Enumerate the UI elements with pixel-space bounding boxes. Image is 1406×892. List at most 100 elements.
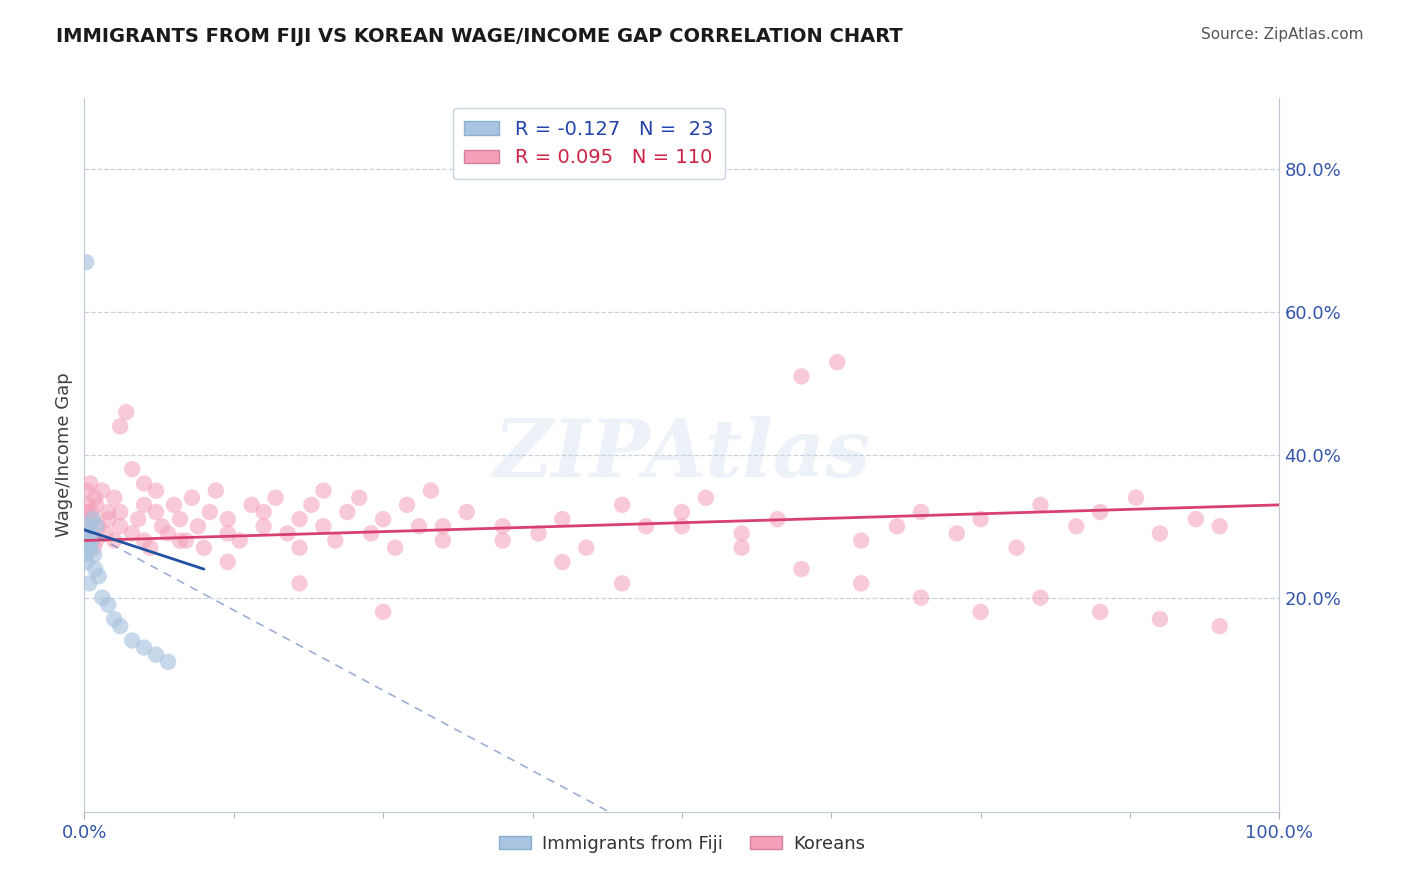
Point [76,533,98,548]
Point [492,519,515,533]
Point [731,541,754,555]
Point [97,598,120,612]
Point [187,519,209,533]
Point [169,512,191,526]
Point [336,505,359,519]
Point [132,533,156,548]
Point [91,483,114,498]
Point [288,541,311,555]
Point [132,476,156,491]
Point [217,526,239,541]
Point [77,526,100,541]
Point [86,498,108,512]
Point [132,640,156,655]
Point [731,526,754,541]
Point [312,519,335,533]
Point [157,526,180,541]
Point [1149,612,1171,626]
Point [121,633,143,648]
Point [121,462,143,476]
Point [80,533,103,548]
Point [84,562,107,576]
Point [253,519,276,533]
Point [612,576,634,591]
Point [82,512,104,526]
Point [150,519,173,533]
Point [193,541,215,555]
Point [217,512,239,526]
Point [492,533,515,548]
Point [396,498,419,512]
Point [766,512,789,526]
Point [1066,519,1088,533]
Text: ZIPAtlas: ZIPAtlas [494,417,870,493]
Point [198,505,221,519]
Point [360,526,382,541]
Point [84,491,107,505]
Point [551,512,574,526]
Point [110,505,132,519]
Point [132,498,156,512]
Point [77,533,100,548]
Point [373,512,395,526]
Point [86,533,108,548]
Point [264,491,287,505]
Point [87,569,110,583]
Point [91,591,114,605]
Point [1209,519,1232,533]
Point [970,512,993,526]
Point [408,519,430,533]
Point [103,612,125,626]
Point [127,512,149,526]
Point [910,591,932,605]
Point [527,526,550,541]
Point [456,505,478,519]
Point [851,576,873,591]
Point [77,519,100,533]
Point [80,505,103,519]
Point [349,491,371,505]
Point [76,555,98,569]
Point [110,519,132,533]
Point [301,498,323,512]
Point [1029,591,1052,605]
Point [79,476,101,491]
Point [87,519,110,533]
Point [115,405,138,419]
Point [551,555,574,569]
Point [97,512,120,526]
Point [1090,505,1112,519]
Point [373,605,395,619]
Point [420,483,443,498]
Point [240,498,263,512]
Point [612,498,634,512]
Point [253,505,276,519]
Point [139,541,162,555]
Y-axis label: Wage/Income Gap: Wage/Income Gap [55,373,73,537]
Point [110,619,132,633]
Point [77,498,100,512]
Point [103,533,125,548]
Point [169,533,191,548]
Point [1149,526,1171,541]
Point [75,505,97,519]
Point [103,491,125,505]
Point [157,655,180,669]
Point [229,533,252,548]
Point [432,533,454,548]
Point [1090,605,1112,619]
Point [1209,619,1232,633]
Point [79,526,101,541]
Point [163,498,186,512]
Point [205,483,228,498]
Point [312,483,335,498]
Point [384,541,406,555]
Point [910,505,932,519]
Point [217,555,239,569]
Point [145,648,167,662]
Point [77,519,100,533]
Text: Source: ZipAtlas.com: Source: ZipAtlas.com [1201,27,1364,42]
Point [82,512,104,526]
Point [86,519,108,533]
Point [83,548,105,562]
